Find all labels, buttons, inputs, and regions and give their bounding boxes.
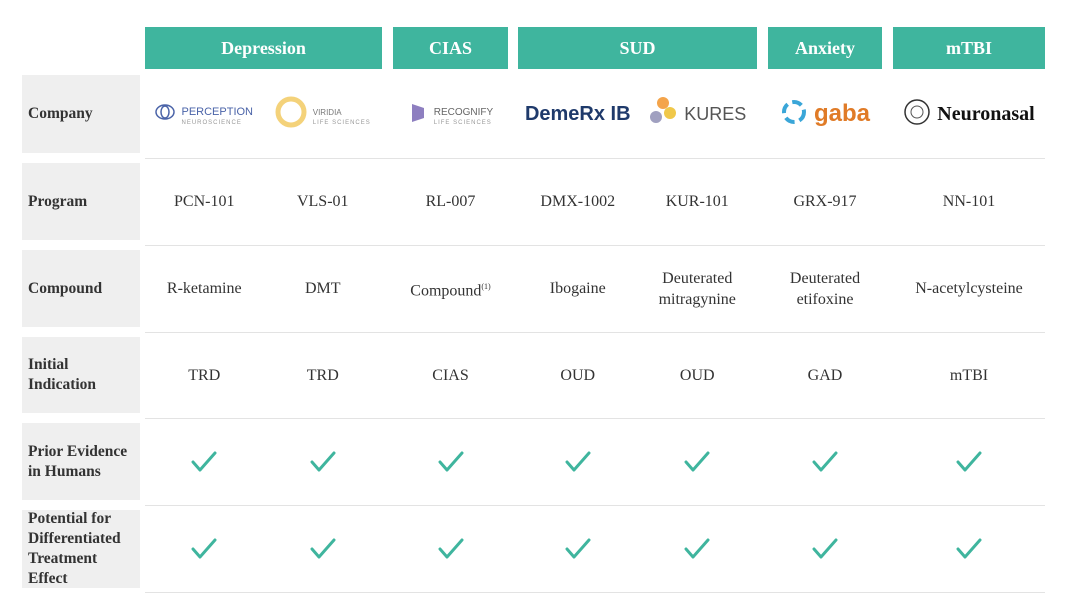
compound-wrap: Deuterated mitragynine: [642, 268, 752, 310]
company-name: DemeRx IB: [524, 102, 631, 125]
compound-wrap: R-ketamine: [167, 278, 242, 299]
checkmark: [518, 423, 638, 500]
indication: TRD: [188, 366, 221, 384]
compound-wrap: N-acetylcysteine: [915, 278, 1023, 299]
logo-text: Neuronasal: [937, 103, 1034, 126]
compound-cell: DMT: [264, 250, 383, 327]
compound-cell: N-acetylcysteine: [893, 250, 1045, 327]
program: GRX-917: [793, 193, 857, 210]
compound: N-acetylcysteine: [915, 280, 1023, 297]
checkmark: [264, 423, 383, 500]
company-sub: LIFE SCIENCES: [433, 120, 492, 126]
logo-text: RECOGNIFY LIFE SCIENCES: [434, 102, 493, 126]
company-sub: NEUROSCIENCE: [181, 120, 242, 126]
company-logo: VIRIDIA LIFE SCIENCES: [264, 75, 383, 153]
row-separator: [145, 332, 1045, 333]
compound-cell: Deuterated mitragynine: [638, 250, 758, 327]
company-logo: gaba: [768, 75, 882, 153]
checkmark: [393, 510, 508, 588]
program: NN-101: [942, 193, 996, 210]
checkmark: [893, 423, 1045, 500]
checkmark: [638, 423, 758, 500]
group-header: Anxiety: [768, 27, 882, 69]
compound-cell: R-ketamine: [145, 250, 264, 327]
company-name: KURES: [684, 103, 747, 124]
compound: Compound: [410, 282, 482, 300]
logo-text: PERCEPTION NEUROSCIENCE: [181, 102, 253, 126]
compound-cell: Compound(1): [393, 250, 508, 327]
checkmark: [264, 510, 383, 588]
row-label: Program: [22, 163, 140, 240]
row-label: Initial Indication: [22, 337, 140, 413]
logo-icon: [408, 100, 428, 129]
checkmark: [145, 423, 264, 500]
compound: Deuterated mitragynine: [658, 269, 736, 308]
company-name: PERCEPTION: [181, 106, 253, 118]
company-name: RECOGNIFY: [433, 107, 494, 118]
logo-text: VIRIDIA LIFE SCIENCES: [313, 102, 371, 126]
row-separator: [145, 245, 1045, 246]
checkmark: [893, 510, 1045, 588]
compound: Ibogaine: [549, 280, 606, 297]
company-logo: KURES: [638, 75, 758, 153]
company-logo: PERCEPTION NEUROSCIENCE: [145, 75, 264, 153]
program: KUR-101: [665, 193, 729, 210]
row-separator: [145, 418, 1045, 419]
checkmark: [768, 423, 882, 500]
checkmark: [768, 510, 882, 588]
row-label: Compound: [22, 250, 140, 327]
checkmark: [145, 510, 264, 588]
compound-note: (1): [481, 281, 491, 291]
checkmark: [638, 510, 758, 588]
logo-icon: [903, 98, 931, 131]
row-label: Potential for Differentiated Treatment E…: [22, 510, 140, 588]
compound-cell: Ibogaine: [518, 250, 638, 327]
compound: R-ketamine: [166, 280, 242, 297]
program: VLS-01: [296, 193, 349, 210]
compound: Deuterated etifoxine: [789, 269, 861, 308]
company-sub: LIFE SCIENCES: [312, 120, 371, 126]
group-header: Depression: [145, 27, 382, 69]
logo-icon: [155, 103, 176, 125]
logo-text: KURES: [684, 104, 746, 125]
indication: OUD: [560, 366, 596, 384]
indication: GAD: [807, 366, 843, 384]
row-separator: [145, 592, 1045, 593]
indication: OUD: [679, 366, 715, 384]
indication: mTBI: [949, 366, 989, 384]
group-header: SUD: [518, 27, 757, 69]
indication: TRD: [306, 366, 339, 384]
program: RL-007: [425, 193, 476, 210]
logo-icon: [648, 95, 678, 134]
company-name: gaba: [813, 100, 870, 127]
compound: DMT: [304, 280, 341, 297]
company-name: VIRIDIA: [312, 108, 342, 117]
row-label: Company: [22, 75, 140, 153]
program: PCN-101: [174, 193, 235, 210]
row-label: Prior Evidence in Humans: [22, 423, 140, 500]
program: DMX-1002: [540, 193, 616, 210]
logo-icon: [780, 98, 808, 131]
logo-icon: [275, 96, 307, 133]
compound-wrap: Deuterated etifoxine: [770, 268, 880, 310]
company-logo: DemeRx IB: [518, 75, 638, 153]
indication: CIAS: [432, 366, 469, 384]
logo-text: DemeRx IB: [525, 103, 631, 126]
group-header: mTBI: [893, 27, 1045, 69]
compound-wrap: Ibogaine: [550, 278, 606, 299]
row-separator: [145, 158, 1045, 159]
compound-cell: Deuterated etifoxine: [768, 250, 882, 327]
compound-wrap: Compound(1): [410, 276, 490, 301]
company-logo: RECOGNIFY LIFE SCIENCES: [393, 75, 508, 153]
company-name: Neuronasal: [937, 102, 1035, 125]
group-header: CIAS: [393, 27, 508, 69]
row-separator: [145, 505, 1045, 506]
compound-wrap: DMT: [305, 278, 341, 299]
checkmark: [518, 510, 638, 588]
logo-text: gaba: [814, 100, 870, 128]
company-logo: Neuronasal: [893, 75, 1045, 153]
checkmark: [393, 423, 508, 500]
